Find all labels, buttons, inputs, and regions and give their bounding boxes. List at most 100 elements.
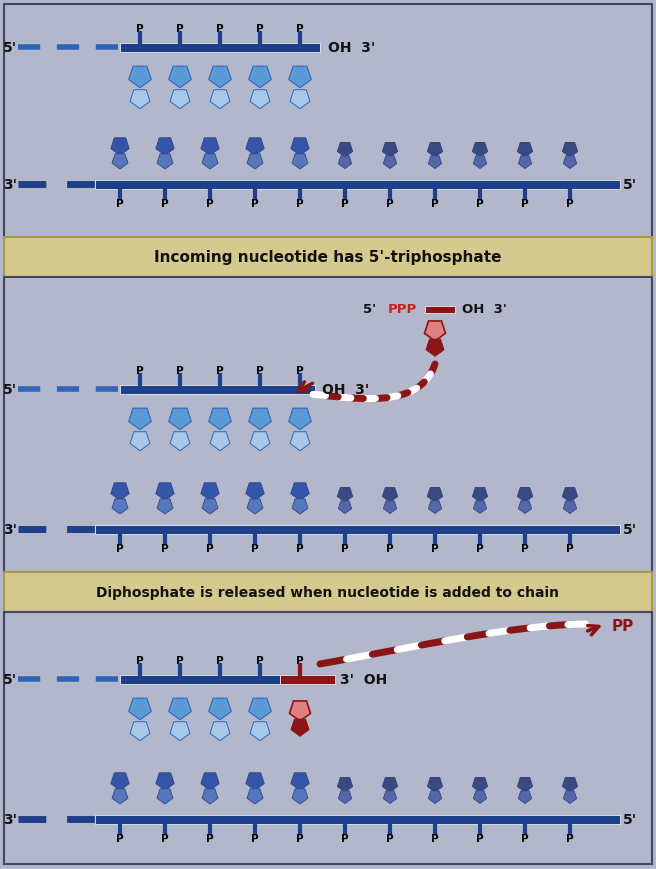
Text: 3': 3' bbox=[3, 178, 17, 192]
Text: P: P bbox=[521, 543, 529, 554]
Polygon shape bbox=[428, 778, 443, 792]
Bar bbox=[4, 238, 652, 278]
Text: 5': 5' bbox=[363, 303, 377, 316]
Text: P: P bbox=[251, 833, 259, 843]
Polygon shape bbox=[428, 156, 441, 169]
Polygon shape bbox=[249, 408, 272, 430]
Polygon shape bbox=[564, 501, 577, 514]
Polygon shape bbox=[169, 699, 192, 720]
Polygon shape bbox=[130, 432, 150, 451]
Text: P: P bbox=[431, 543, 439, 554]
Polygon shape bbox=[210, 722, 230, 741]
Polygon shape bbox=[474, 156, 487, 169]
Polygon shape bbox=[246, 139, 264, 156]
Polygon shape bbox=[562, 778, 578, 792]
Polygon shape bbox=[202, 499, 218, 514]
Polygon shape bbox=[337, 488, 353, 502]
Polygon shape bbox=[564, 156, 577, 169]
Polygon shape bbox=[383, 791, 397, 804]
Text: P: P bbox=[566, 543, 574, 554]
Polygon shape bbox=[289, 67, 312, 89]
Polygon shape bbox=[210, 90, 230, 109]
Polygon shape bbox=[337, 778, 353, 792]
Polygon shape bbox=[250, 90, 270, 109]
Polygon shape bbox=[201, 483, 219, 501]
Polygon shape bbox=[382, 778, 398, 792]
Text: P: P bbox=[341, 199, 349, 209]
Polygon shape bbox=[292, 155, 308, 169]
Polygon shape bbox=[129, 67, 152, 89]
Polygon shape bbox=[209, 67, 232, 89]
Polygon shape bbox=[247, 789, 263, 804]
Text: P: P bbox=[341, 543, 349, 554]
Polygon shape bbox=[291, 483, 309, 501]
Text: 5': 5' bbox=[3, 41, 17, 55]
Polygon shape bbox=[382, 488, 398, 502]
Polygon shape bbox=[130, 722, 150, 741]
Polygon shape bbox=[337, 143, 353, 158]
Polygon shape bbox=[130, 90, 150, 109]
Text: P: P bbox=[297, 543, 304, 554]
Polygon shape bbox=[169, 408, 192, 430]
Text: P: P bbox=[297, 366, 304, 375]
Text: OH  3': OH 3' bbox=[328, 41, 375, 55]
Polygon shape bbox=[169, 67, 192, 89]
Text: P: P bbox=[136, 655, 144, 666]
Text: P: P bbox=[431, 833, 439, 843]
Polygon shape bbox=[472, 778, 487, 792]
Bar bbox=[280, 674, 335, 684]
Bar bbox=[4, 5, 652, 238]
Polygon shape bbox=[290, 432, 310, 451]
Polygon shape bbox=[518, 156, 531, 169]
Polygon shape bbox=[247, 499, 263, 514]
Text: 5': 5' bbox=[3, 382, 17, 396]
Polygon shape bbox=[112, 499, 128, 514]
Polygon shape bbox=[250, 432, 270, 451]
Polygon shape bbox=[157, 499, 173, 514]
Bar bbox=[4, 613, 652, 864]
Polygon shape bbox=[170, 722, 190, 741]
Text: P: P bbox=[251, 543, 259, 554]
Polygon shape bbox=[111, 139, 129, 156]
Polygon shape bbox=[424, 322, 445, 342]
Polygon shape bbox=[562, 143, 578, 158]
Text: 3': 3' bbox=[3, 812, 17, 826]
Polygon shape bbox=[428, 791, 441, 804]
Polygon shape bbox=[170, 90, 190, 109]
Text: P: P bbox=[297, 199, 304, 209]
Polygon shape bbox=[202, 789, 218, 804]
Text: P: P bbox=[386, 199, 394, 209]
Text: P: P bbox=[216, 24, 224, 34]
Polygon shape bbox=[289, 408, 312, 430]
Polygon shape bbox=[129, 699, 152, 720]
Polygon shape bbox=[338, 501, 352, 514]
Text: P: P bbox=[116, 543, 124, 554]
Text: P: P bbox=[251, 199, 259, 209]
Polygon shape bbox=[518, 488, 533, 502]
Text: P: P bbox=[256, 366, 264, 375]
Polygon shape bbox=[249, 67, 272, 89]
Polygon shape bbox=[428, 501, 441, 514]
Polygon shape bbox=[382, 143, 398, 158]
Text: Diphosphate is released when nucleotide is added to chain: Diphosphate is released when nucleotide … bbox=[96, 586, 560, 600]
Polygon shape bbox=[129, 408, 152, 430]
Polygon shape bbox=[209, 699, 232, 720]
Bar bbox=[120, 43, 320, 52]
Text: P: P bbox=[136, 24, 144, 34]
Text: PP: PP bbox=[612, 619, 634, 634]
Polygon shape bbox=[338, 156, 352, 169]
Text: 5': 5' bbox=[623, 178, 637, 192]
Text: P: P bbox=[206, 199, 214, 209]
Polygon shape bbox=[291, 139, 309, 156]
Polygon shape bbox=[112, 789, 128, 804]
Text: P: P bbox=[476, 199, 484, 209]
Bar bbox=[95, 525, 620, 534]
Text: P: P bbox=[297, 833, 304, 843]
Text: PPP: PPP bbox=[388, 303, 417, 316]
Polygon shape bbox=[156, 483, 174, 501]
Polygon shape bbox=[156, 773, 174, 790]
Polygon shape bbox=[157, 789, 173, 804]
Polygon shape bbox=[170, 432, 190, 451]
Text: P: P bbox=[206, 543, 214, 554]
Polygon shape bbox=[518, 791, 531, 804]
